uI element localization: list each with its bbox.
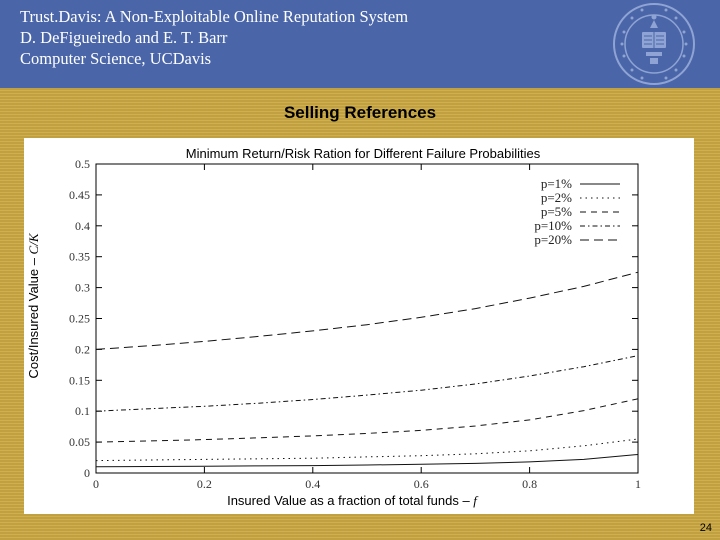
series-line-5 [95, 271, 639, 350]
header-text: Trust.Davis: A Non-Exploitable Online Re… [20, 6, 408, 69]
y-tick-label: 0 [84, 466, 90, 480]
y-axis-label-text: Cost/Insured Value – [26, 254, 41, 378]
x-tick-label: 0.4 [305, 477, 320, 491]
header-title: Trust.Davis: A Non-Exploitable Online Re… [20, 7, 409, 26]
x-tick-label: 1 [635, 477, 641, 491]
x-tick-label: 0.6 [414, 477, 429, 491]
series-line-4 [95, 355, 639, 412]
series-line-1 [95, 454, 639, 468]
header-authors: D. DeFigueiredo and E. T. Barr [20, 28, 228, 47]
chart-panel: Minimum Return/Risk Ration for Different… [24, 138, 694, 514]
y-tick-label: 0.4 [75, 219, 90, 233]
chart-series [95, 271, 639, 468]
x-tick-label: 0.2 [197, 477, 212, 491]
x-tick-label: 0.8 [522, 477, 537, 491]
y-tick-label: 0.35 [69, 250, 90, 264]
y-tick-label: 0.1 [75, 404, 90, 418]
chart-title: Minimum Return/Risk Ration for Different… [186, 146, 541, 161]
y-tick-label: 0.5 [75, 157, 90, 171]
legend-label: p=20% [534, 232, 572, 247]
series-line-3 [95, 398, 639, 443]
x-tick-label: 0 [93, 477, 99, 491]
legend-label: p=1% [541, 176, 572, 191]
y-axis-label: Cost/Insured Value – C/K [26, 232, 41, 378]
chart-legend: p=1%p=2%p=5%p=10%p=20% [534, 176, 620, 247]
y-axis-label-var: C/K [26, 232, 41, 254]
y-tick-label: 0.2 [75, 342, 90, 356]
y-tick-label: 0.45 [69, 188, 90, 202]
slide-title: Selling References [283, 103, 437, 122]
slide-number: 24 [699, 522, 712, 534]
line-chart: Minimum Return/Risk Ration for Different… [26, 146, 641, 508]
legend-label: p=2% [541, 190, 572, 205]
y-tick-label: 0.3 [75, 281, 90, 295]
uc-seal-icon [613, 3, 695, 85]
x-axis-label-var: f [473, 493, 479, 508]
header-affiliation: Computer Science, UCDavis [20, 49, 212, 68]
slide-header: Trust.Davis: A Non-Exploitable Online Re… [0, 0, 720, 88]
chart-axes: 0 0.05 0.1 0.15 0.2 0.25 0.3 0.35 0.4 0.45 0.5 0 0.2… [69, 157, 641, 491]
y-tick-label: 0.25 [69, 312, 90, 326]
series-line-2 [95, 438, 639, 462]
legend-label: p=5% [541, 204, 572, 219]
y-tick-label: 0.15 [69, 373, 90, 387]
x-axis-label: Insured Value as a fraction of total fun… [227, 493, 479, 508]
y-tick-label: 0.05 [69, 435, 90, 449]
x-axis-label-text: Insured Value as a fraction of total fun… [227, 493, 473, 508]
legend-label: p=10% [534, 218, 572, 233]
